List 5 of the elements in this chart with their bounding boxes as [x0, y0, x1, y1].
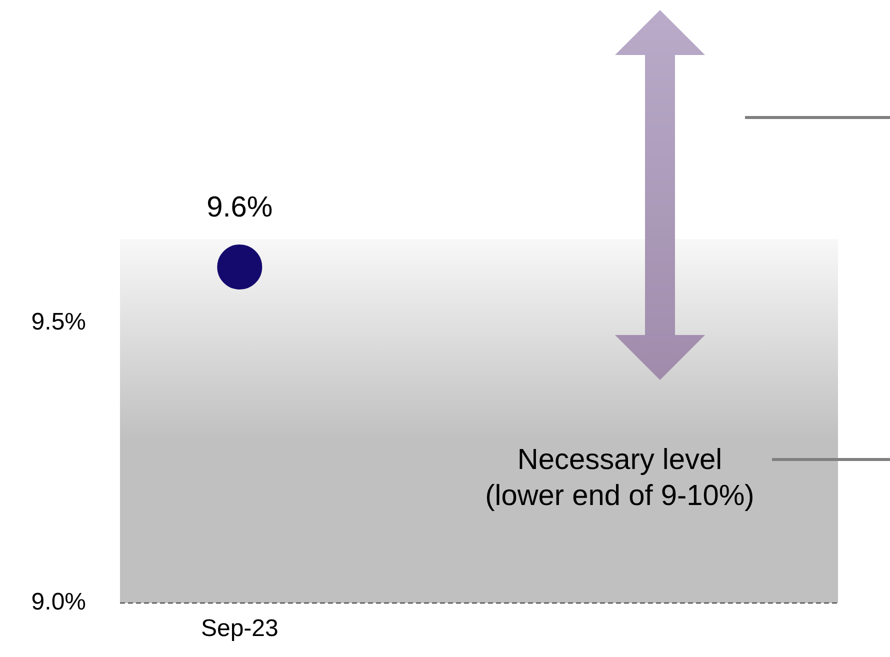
y-tick-label: 9.0% [31, 588, 86, 616]
x-tick-label: Sep-23 [200, 615, 278, 642]
data-label: 9.6% [206, 192, 273, 224]
y-tick-label: 9.5% [31, 308, 86, 336]
band-label: Necessary level (lower end of 9-10%) [485, 444, 754, 512]
